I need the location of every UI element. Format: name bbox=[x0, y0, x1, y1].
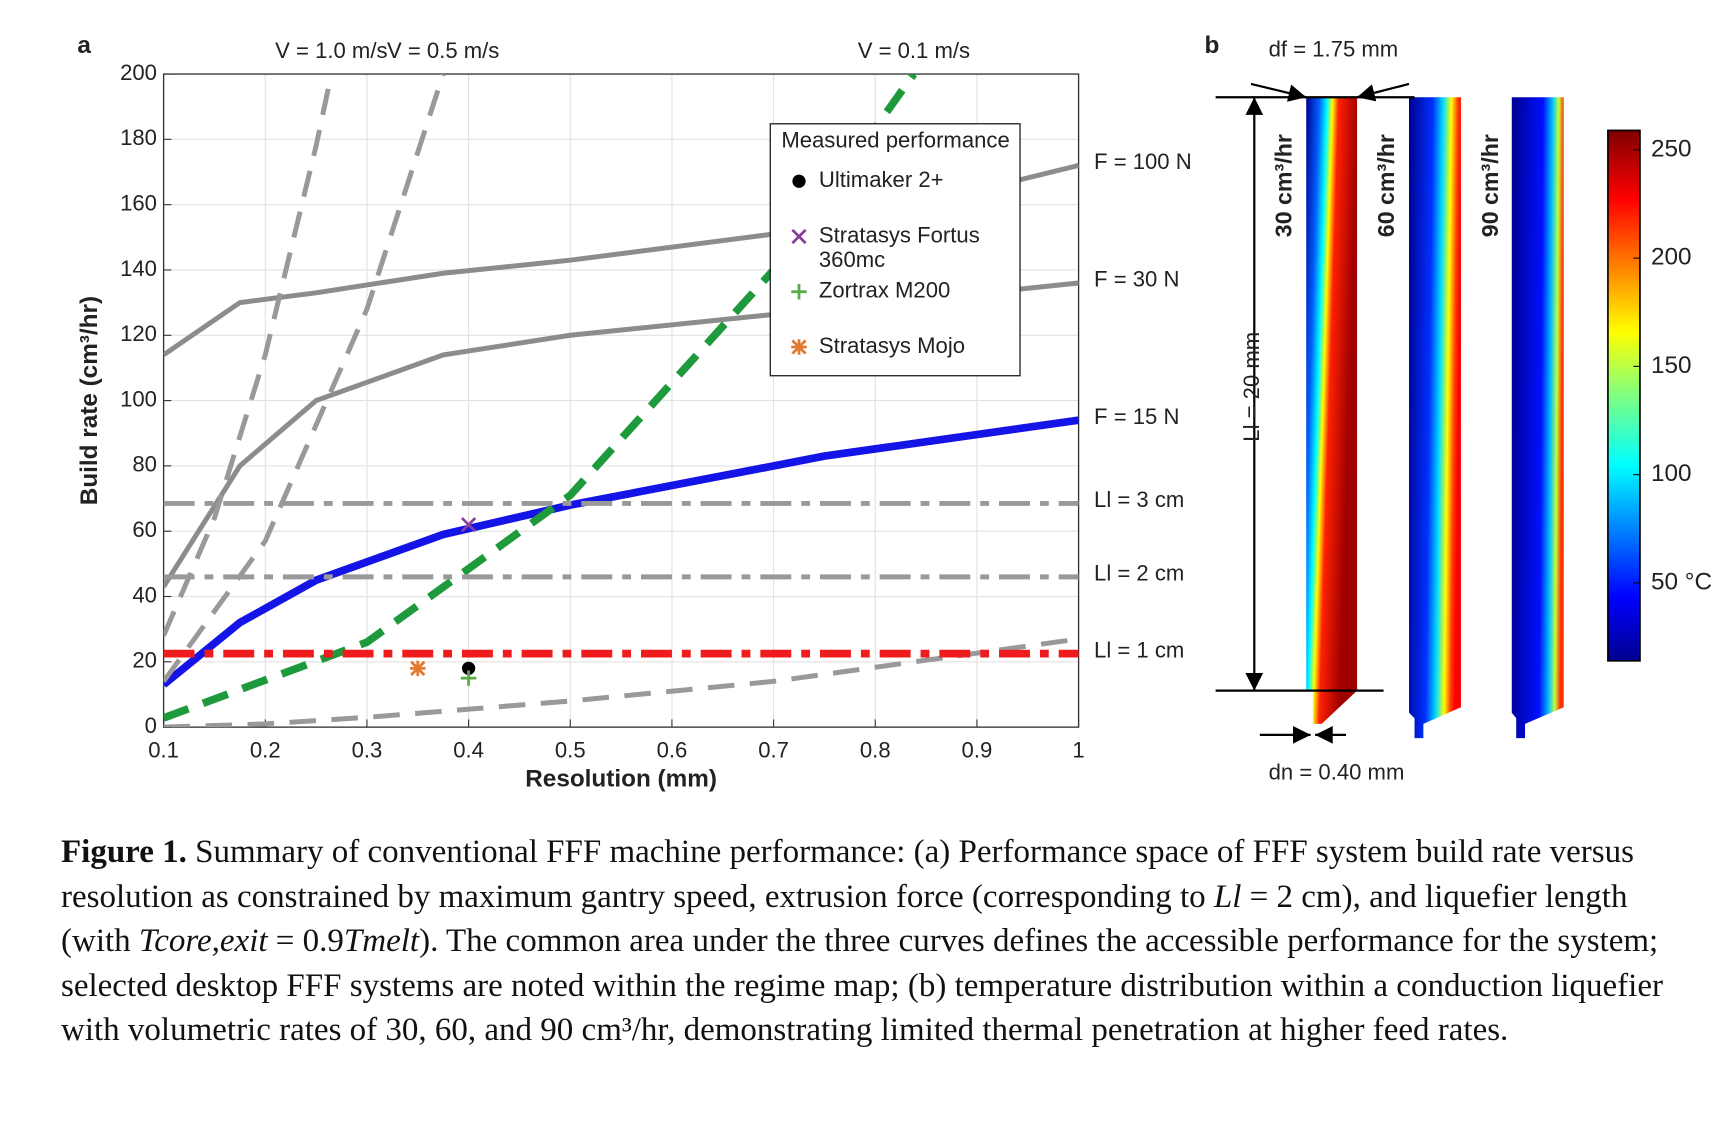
y-tick-label: 140 bbox=[120, 256, 157, 281]
caption-text: = 0.9 bbox=[267, 923, 344, 959]
caption: Figure 1. Summary of conventional FFF ma… bbox=[61, 830, 1701, 1053]
y-tick-label: 80 bbox=[132, 452, 157, 477]
data-point bbox=[791, 228, 807, 245]
legend-label: Stratasys Mojo bbox=[819, 333, 965, 358]
series-label: V = 1.0 m/s bbox=[275, 38, 387, 63]
marker-stroke bbox=[460, 517, 477, 533]
colorbar-tick-label: 250 bbox=[1651, 135, 1692, 162]
dimension-label: dn = 0.40 mm bbox=[1269, 759, 1405, 784]
x-tick-label: 0.7 bbox=[758, 737, 789, 762]
dimension-label: Ll = 20 mm bbox=[1239, 332, 1264, 442]
series-label: Ll = 1 cm bbox=[1094, 637, 1184, 662]
x-tick-label: 0.3 bbox=[352, 737, 383, 762]
line-series bbox=[163, 636, 1079, 728]
marker-stroke bbox=[791, 228, 807, 245]
line-series bbox=[163, 74, 446, 683]
x-tick-label: 0.8 bbox=[860, 737, 891, 762]
data-point bbox=[791, 284, 807, 300]
caption-text: Summary of conventional FFF machine perf… bbox=[61, 834, 1634, 915]
x-tick-label: 0.2 bbox=[250, 737, 281, 762]
legend-label-line: Stratasys Fortus bbox=[819, 222, 980, 247]
caption-text: Tmelt bbox=[343, 923, 420, 959]
column-label: 60 cm³/hr bbox=[1373, 134, 1399, 237]
caption-text: = 2 cm), and liquefier length (with bbox=[61, 878, 1628, 960]
liquefier-30 bbox=[1306, 97, 1358, 724]
data-point bbox=[410, 660, 426, 677]
colorbar-tick-label: 100 bbox=[1651, 460, 1692, 487]
series-label: V = 0.1 m/s bbox=[858, 38, 970, 63]
column-label: 30 cm³/hr bbox=[1270, 134, 1296, 237]
caption-text: Tcore,exit bbox=[138, 923, 268, 959]
y-tick-label: 160 bbox=[120, 191, 157, 216]
panel-label: a bbox=[77, 32, 91, 59]
y-tick-label: 120 bbox=[120, 321, 157, 346]
x-tick-label: 0.9 bbox=[962, 737, 993, 762]
series-label: F = 15 N bbox=[1094, 404, 1179, 429]
legend-box bbox=[769, 123, 1021, 377]
series-label: Ll = 2 cm bbox=[1094, 561, 1184, 586]
y-tick-label: 40 bbox=[132, 582, 157, 607]
colorbar-tick-label: 150 bbox=[1651, 352, 1692, 379]
caption-text: Figure 1. bbox=[61, 834, 187, 870]
series-label: V = 0.5 m/s bbox=[387, 38, 499, 63]
y-tick-label: 100 bbox=[120, 386, 157, 411]
plot-frame bbox=[162, 73, 1080, 728]
data-point bbox=[460, 670, 477, 686]
y-tick-label: 20 bbox=[132, 648, 157, 673]
data-point bbox=[792, 174, 806, 188]
x-axis-label: Resolution (mm) bbox=[525, 766, 717, 793]
x-tick-label: 0.6 bbox=[657, 737, 688, 762]
legend-label: Zortrax M200 bbox=[819, 278, 950, 303]
x-tick-label: 0.5 bbox=[555, 737, 586, 762]
x-tick-label: 1 bbox=[1072, 737, 1084, 762]
legend-label: Ultimaker 2+ bbox=[819, 167, 944, 192]
panel-label: b bbox=[1205, 32, 1220, 59]
y-tick-label: 180 bbox=[120, 125, 157, 150]
y-tick-label: 0 bbox=[145, 713, 157, 738]
y-tick-label: 60 bbox=[132, 517, 157, 542]
data-point bbox=[460, 517, 477, 533]
liquefier-60 bbox=[1409, 97, 1461, 739]
colorbar-tick-label: 50 °C bbox=[1651, 568, 1712, 595]
liquefier-90 bbox=[1511, 97, 1564, 739]
series-label: F = 30 N bbox=[1094, 267, 1179, 292]
y-axis-label: Build rate (cm³/hr) bbox=[76, 296, 103, 505]
legend-label: Stratasys Fortus 360mc bbox=[819, 222, 980, 271]
series-label: Ll = 3 cm bbox=[1094, 487, 1184, 512]
caption-text: Ll bbox=[1213, 878, 1242, 915]
colorbar bbox=[1607, 129, 1641, 662]
line-series bbox=[163, 416, 1079, 688]
x-tick-label: 0.4 bbox=[453, 737, 484, 762]
dimension-label: df = 1.75 mm bbox=[1269, 37, 1399, 62]
dimension-arrow bbox=[1250, 82, 1307, 102]
line-series bbox=[163, 74, 334, 637]
series-label: F = 100 N bbox=[1094, 149, 1192, 174]
data-point bbox=[461, 661, 476, 675]
dimension-arrow bbox=[1356, 82, 1410, 102]
data-point bbox=[791, 339, 807, 355]
y-tick-label: 200 bbox=[120, 60, 157, 85]
column-label: 90 cm³/hr bbox=[1477, 134, 1503, 237]
legend-title: Measured performance bbox=[781, 127, 1009, 152]
caption-text: ). The common area under the three curve… bbox=[61, 923, 1663, 1048]
x-tick-label: 0.1 bbox=[148, 737, 179, 762]
colorbar-tick-label: 200 bbox=[1651, 244, 1692, 271]
legend-label-line: 360mc bbox=[819, 247, 885, 272]
